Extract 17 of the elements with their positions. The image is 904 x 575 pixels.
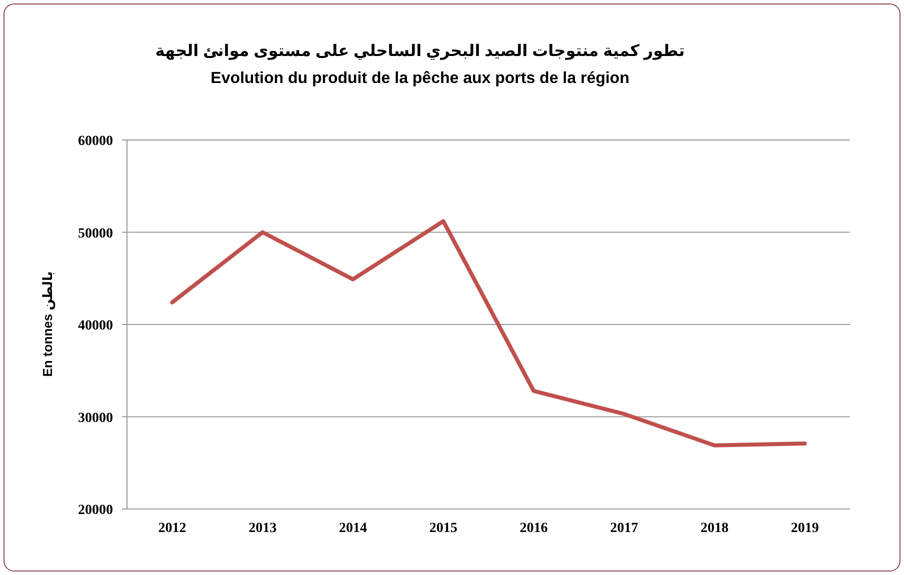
- y-axis-title: En tonnes بالطن: [40, 271, 56, 377]
- x-tick-label: 2019: [790, 521, 819, 536]
- x-tick-label: 2018: [700, 521, 728, 536]
- chart-subtitle: Evolution du produit de la pêche aux ports de la région: [210, 70, 630, 87]
- chart-title: تطور كمية منتوجات الصيد البحري الساحلي على مستوى موانئ الجهة: [155, 43, 685, 60]
- x-tick-label: 2015: [429, 521, 458, 536]
- x-tick-label: 2016: [520, 521, 548, 536]
- x-tick-label: 2013: [248, 521, 277, 536]
- x-tick-label: 2012: [158, 521, 186, 536]
- line-series: [170, 219, 807, 448]
- y-tick-label: 40000: [78, 318, 113, 334]
- y-tick-label: 20000: [78, 503, 113, 518]
- y-tick-label: 60000: [78, 134, 113, 149]
- x-tick-label: 2017: [610, 521, 638, 536]
- x-tick-label: 2014: [338, 521, 367, 536]
- y-tick-label: 30000: [78, 410, 113, 426]
- y-tick-label: 50000: [78, 226, 113, 242]
